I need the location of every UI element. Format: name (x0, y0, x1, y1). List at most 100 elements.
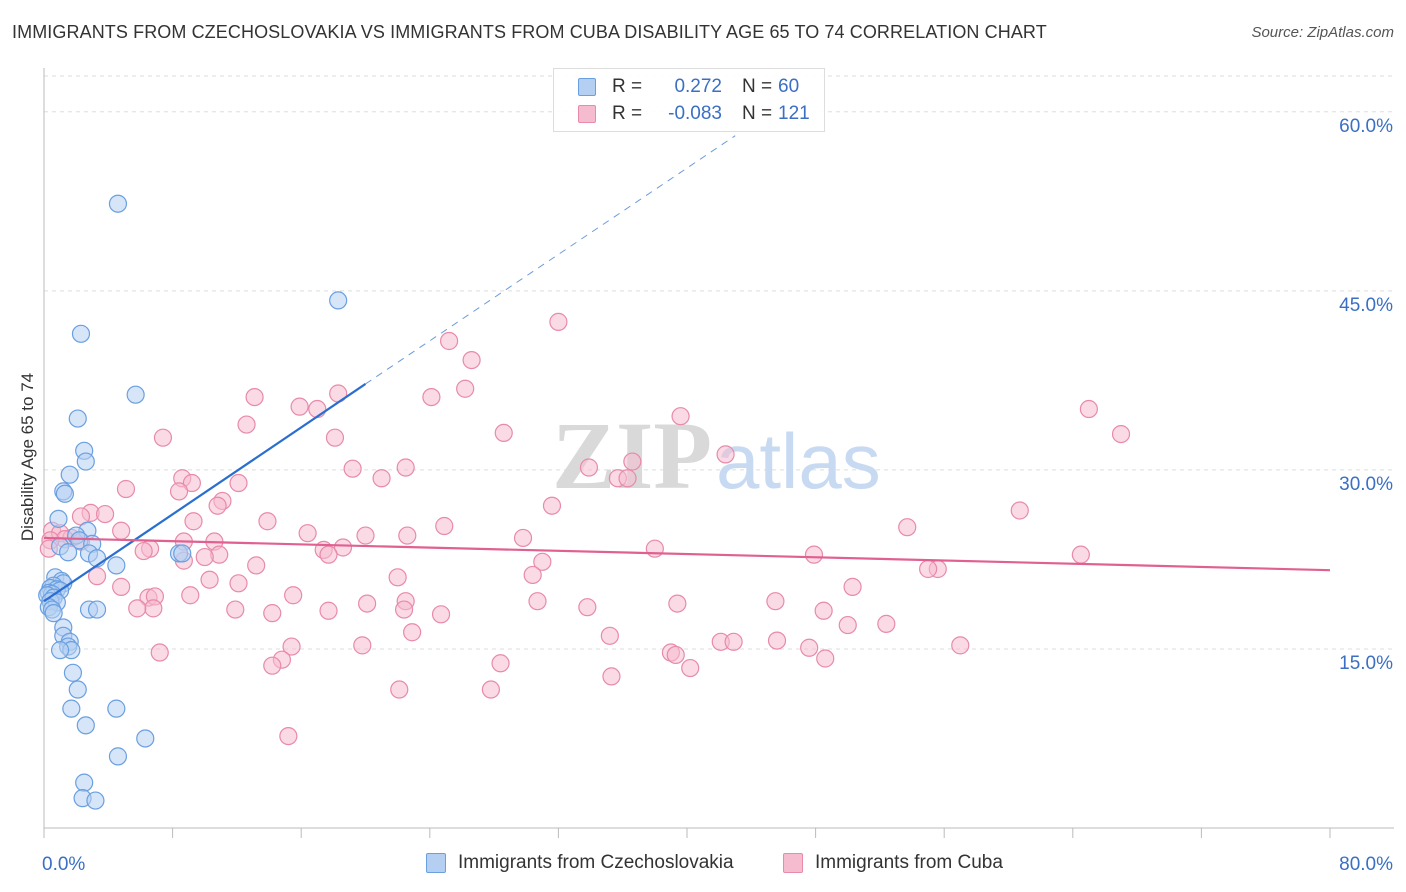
legend-n-label: N = (742, 76, 773, 97)
point-cuba (282, 637, 301, 656)
point-cuba (200, 570, 219, 589)
point-cuba (112, 577, 131, 596)
legend-item-cuba[interactable]: Immigrants from Cuba (783, 852, 1003, 874)
point-cuba (134, 541, 153, 561)
point-cuba (422, 387, 441, 407)
point-cuba (716, 445, 735, 464)
point-cuba (358, 594, 377, 613)
point-czechoslovakia (71, 324, 91, 343)
point-cuba (898, 518, 917, 537)
point-cuba (600, 626, 619, 645)
point-cuba (919, 559, 938, 579)
legend-item-czechoslovakia[interactable]: Immigrants from Czechoslovakia (426, 852, 734, 874)
point-cuba (843, 577, 862, 596)
point-cuba (279, 726, 298, 746)
point-cuba (229, 473, 248, 493)
point-cuba (766, 592, 785, 611)
point-cuba (435, 516, 454, 536)
point-cuba (95, 504, 115, 524)
point-cuba (528, 592, 547, 611)
point-cuba (549, 312, 568, 331)
trend-line-czechoslovakia (43, 383, 367, 603)
trend-line-czechoslovakia-extension (365, 135, 736, 385)
point-cuba (491, 654, 510, 673)
point-czechoslovakia (126, 385, 145, 404)
tick-labels: 15.0% 30.0% 45.0% 60.0% 0.0% 80.0% (42, 116, 1393, 875)
point-cuba (263, 656, 282, 675)
point-czechoslovakia (75, 773, 94, 792)
stats-legend: R = 0.272 N = 60 R = -0.083 N = 121 (553, 68, 825, 132)
point-cuba (1071, 545, 1090, 564)
point-cuba (645, 539, 664, 558)
point-czechoslovakia (68, 409, 87, 428)
point-cuba (403, 623, 422, 642)
source-label: Source: ZipAtlas.com (1251, 24, 1394, 41)
legend-n-value: 60 (778, 76, 800, 97)
point-cuba (456, 379, 475, 398)
point-cuba (195, 547, 214, 567)
point-cuba (394, 600, 414, 619)
point-czechoslovakia (329, 291, 348, 310)
y-axis-label: Disability Age 65 to 74 (18, 373, 37, 541)
point-cuba (226, 600, 245, 619)
point-czechoslovakia (68, 680, 87, 699)
point-czechoslovakia (76, 452, 95, 471)
point-cuba (533, 552, 552, 571)
legend-row-czechoslovakia: R = 0.272 N = 60 (578, 74, 799, 100)
point-cuba (150, 643, 169, 662)
point-cuba (208, 496, 227, 515)
point-cuba (245, 387, 264, 407)
point-cuba (462, 350, 481, 370)
point-cuba (671, 407, 690, 426)
point-cuba (325, 428, 345, 447)
point-cuba (128, 599, 147, 618)
point-cuba (182, 473, 201, 493)
point-cuba (237, 415, 256, 434)
legend-series-name: Immigrants from Czechoslovakia (458, 852, 734, 873)
y-tick-label: 15.0% (1339, 653, 1393, 674)
point-czechoslovakia (49, 509, 68, 528)
legend-row-cuba: R = -0.083 N = 121 (578, 101, 810, 127)
gridlines (44, 75, 1394, 650)
point-cuba (814, 601, 833, 620)
point-cuba (319, 601, 338, 620)
point-cuba (398, 526, 417, 545)
point-czechoslovakia (107, 699, 126, 718)
point-cuba (181, 586, 200, 605)
legend-swatch-blue (578, 78, 596, 96)
point-czechoslovakia (60, 465, 79, 484)
point-czechoslovakia (136, 729, 155, 748)
point-cuba (838, 615, 857, 635)
x-tick-label: 80.0% (1339, 854, 1393, 875)
point-czechoslovakia (44, 604, 63, 623)
point-czechoslovakia (86, 791, 105, 810)
point-czechoslovakia (108, 194, 128, 213)
point-cuba (481, 680, 500, 699)
point-cuba (623, 452, 642, 471)
point-czechoslovakia (50, 641, 70, 660)
chart-title: IMMIGRANTS FROM CZECHOSLOVAKIA VS IMMIGR… (12, 22, 1047, 42)
point-cuba (618, 469, 637, 488)
trend-lines (43, 135, 1331, 603)
point-cuba (284, 586, 303, 605)
legend-n-label: N = (742, 103, 773, 124)
point-cuba (602, 667, 621, 686)
legend-r-value: 0.272 (674, 76, 722, 97)
point-cuba (229, 574, 248, 593)
point-cuba (513, 528, 533, 548)
point-cuba (681, 658, 700, 678)
point-cuba (804, 545, 824, 564)
point-cuba (1111, 424, 1131, 444)
point-cuba (542, 496, 562, 515)
legend-swatch-blue (426, 853, 446, 873)
legend-swatch-pink (578, 105, 596, 123)
point-czechoslovakia (59, 543, 78, 562)
point-czechoslovakia (108, 747, 128, 766)
point-cuba (579, 458, 599, 477)
point-czechoslovakia (87, 600, 107, 619)
point-cuba (308, 399, 327, 419)
point-cuba (666, 645, 685, 665)
point-cuba (372, 469, 391, 488)
point-cuba (263, 604, 282, 623)
